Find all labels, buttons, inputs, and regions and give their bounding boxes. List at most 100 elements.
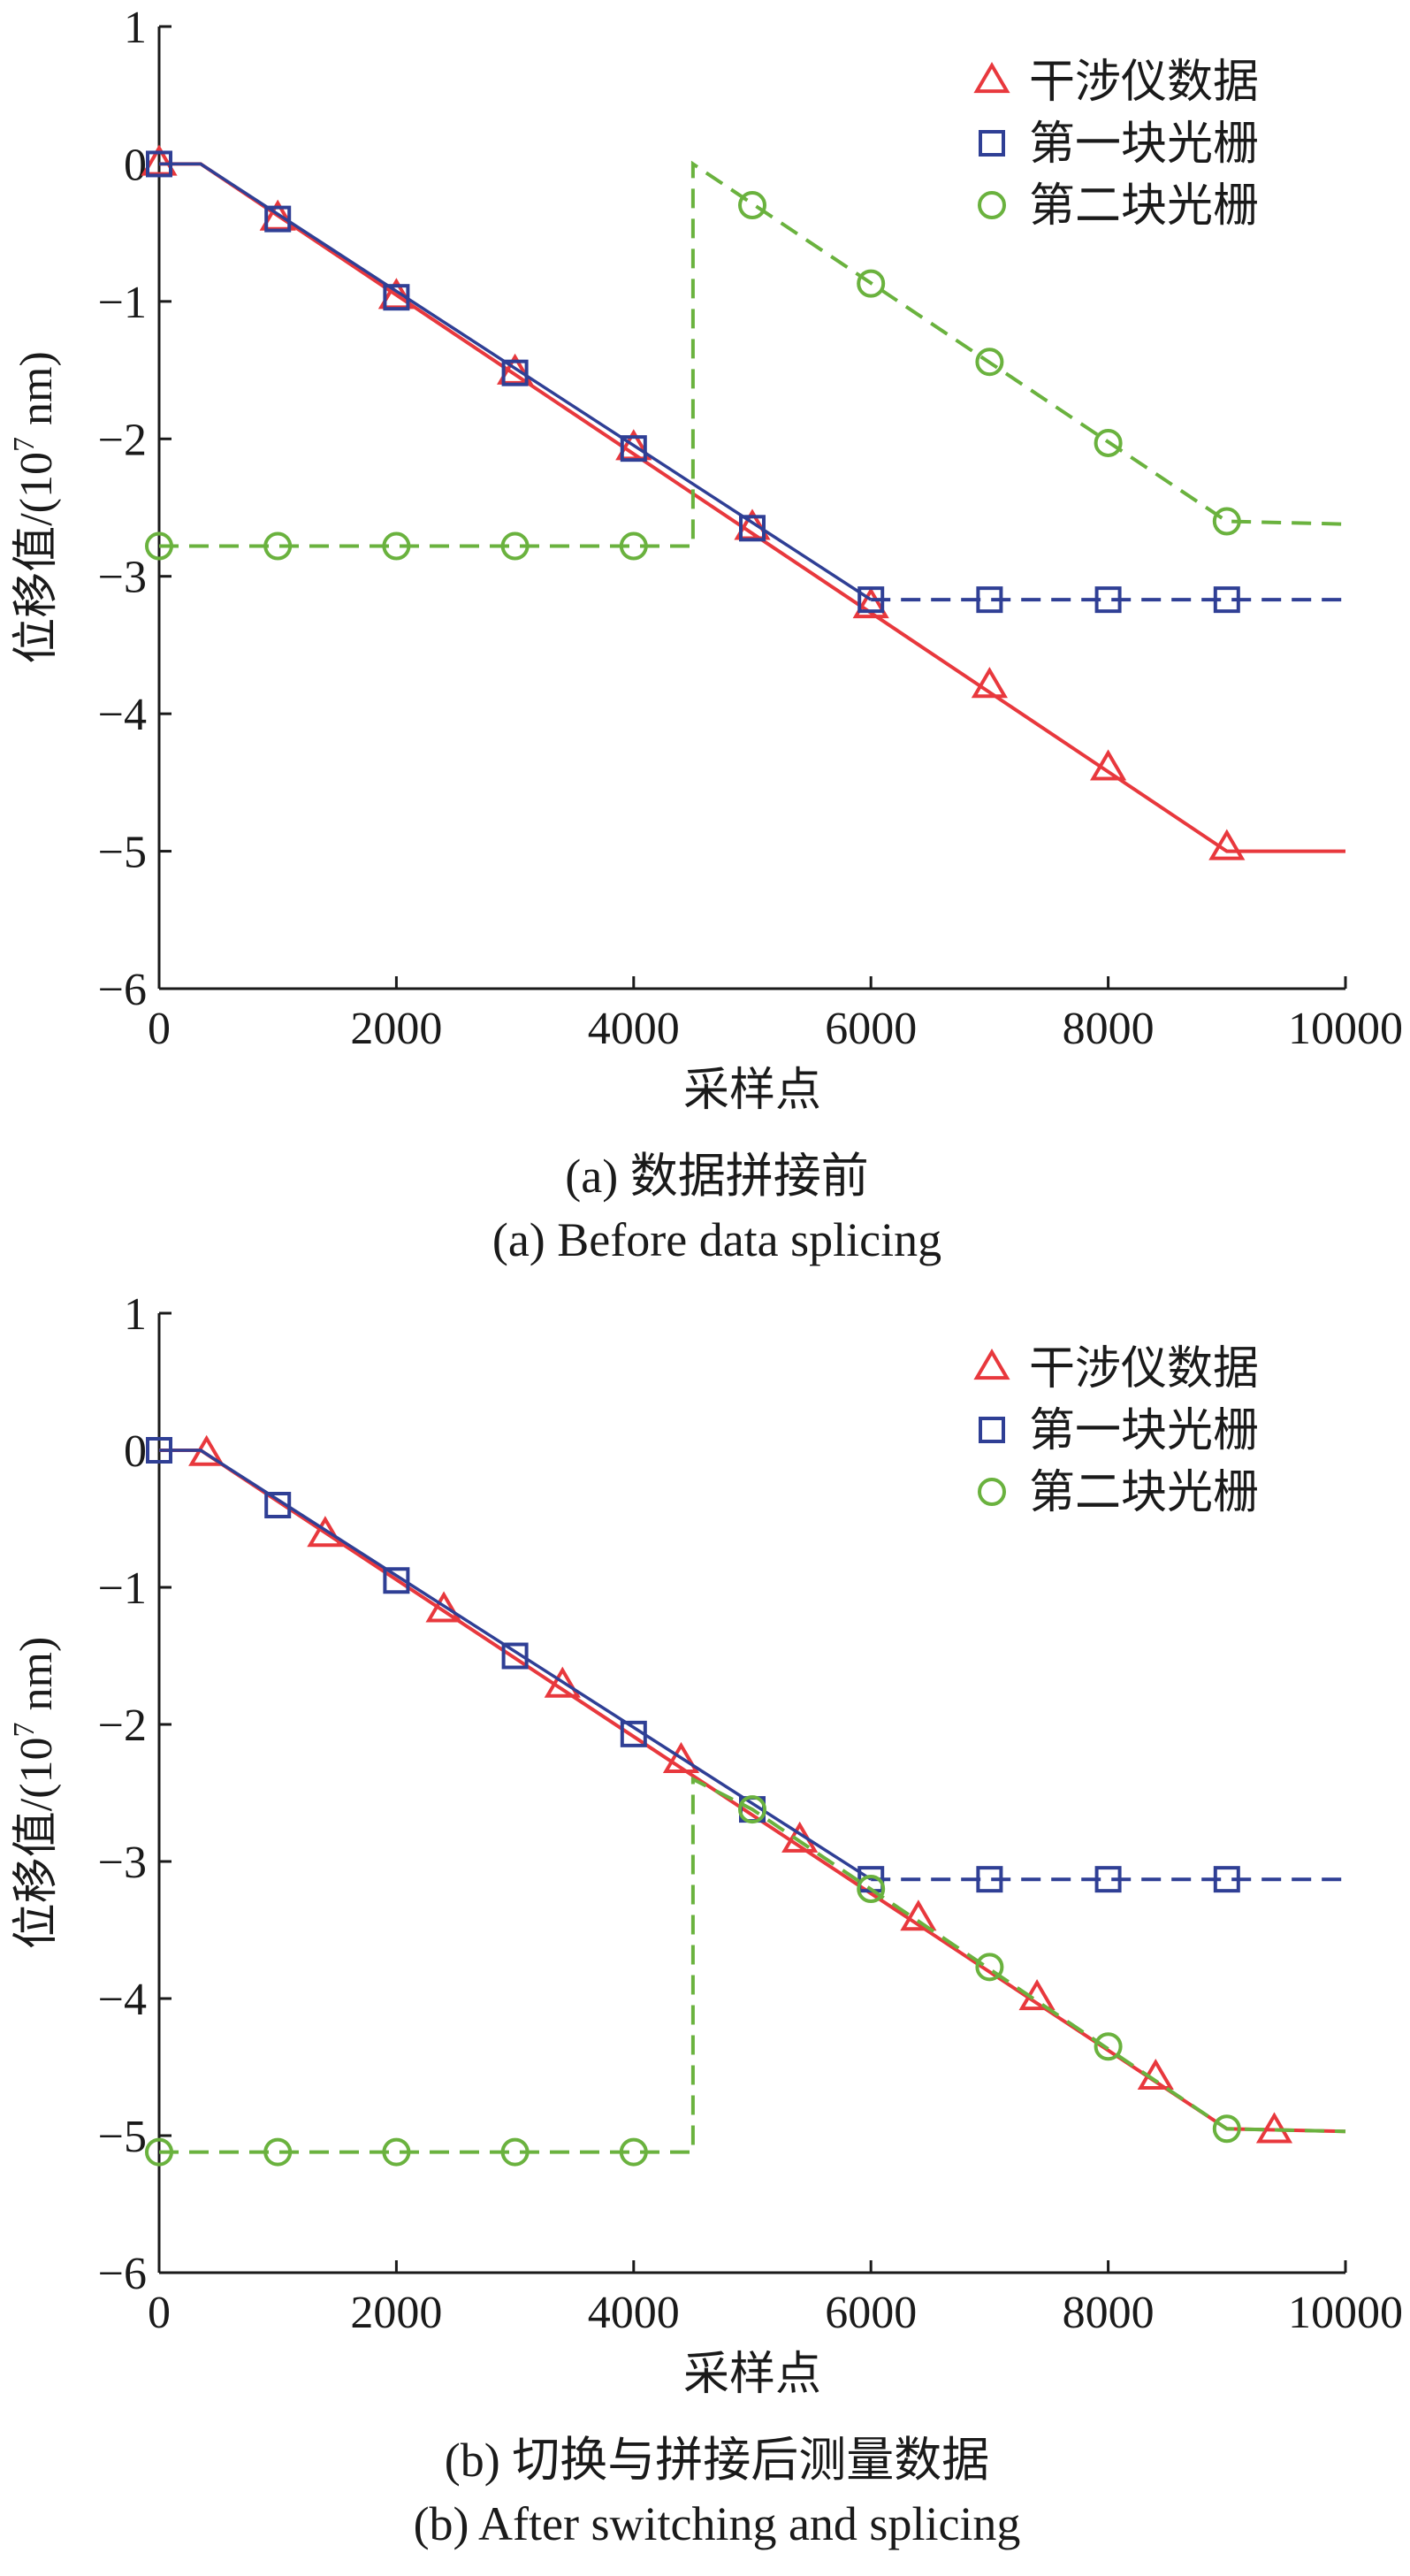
legend-label: 第二块光栅 <box>1029 181 1259 232</box>
y-tick-label: −1 <box>98 1563 147 1614</box>
data-point-square <box>264 205 292 233</box>
data-point-square <box>501 359 529 386</box>
series-line-interferometer <box>159 1449 1346 2134</box>
data-point-square <box>1094 1866 1122 1893</box>
data-point-triangle <box>852 586 889 619</box>
data-point-triangle <box>971 667 1008 699</box>
legend-label: 干涉仪数据 <box>1029 57 1259 108</box>
series-grating1 <box>146 1437 1345 1893</box>
series-line-grating2 <box>159 1776 1346 2154</box>
data-point-triangle <box>1090 749 1127 781</box>
x-tick-label: 10000 <box>1288 2288 1403 2338</box>
data-point-circle <box>263 531 293 561</box>
data-point-circle <box>500 2137 530 2167</box>
data-point-triangle <box>662 1741 700 1774</box>
data-point-circle <box>857 1875 886 1903</box>
data-point-circle <box>500 531 530 561</box>
legend-marker-triangle <box>973 1349 1010 1380</box>
y-axis-label-exponent: 7 <box>8 437 41 452</box>
caption-en: (a) Before data splicing <box>492 1213 941 1266</box>
data-point-square <box>739 515 766 542</box>
y-axis-label-main: 位移值/(10 <box>11 1738 62 1950</box>
data-point-circle <box>619 531 648 561</box>
series-grating2 <box>145 1776 1346 2167</box>
data-point-square <box>1213 586 1240 614</box>
legend-label: 第二块光栅 <box>1029 1468 1259 1518</box>
x-tick-label: 0 <box>148 1004 171 1054</box>
data-point-circle <box>1212 2114 1241 2144</box>
series-grating2 <box>145 160 1346 561</box>
y-tick-label: 1 <box>124 1289 147 1340</box>
data-point-square <box>1094 586 1122 614</box>
data-point-square <box>146 1437 172 1464</box>
y-axis-label-main: 位移值/(10 <box>11 452 62 664</box>
data-point-circle <box>619 2137 648 2167</box>
legend-label: 第一块光栅 <box>1029 119 1259 170</box>
data-point-square <box>1213 1866 1240 1893</box>
y-tick-label: 0 <box>124 140 147 190</box>
legend-marker-circle <box>978 1478 1006 1506</box>
data-point-circle <box>263 2137 293 2167</box>
series-line-grating2 <box>159 160 1346 548</box>
data-point-square <box>620 1720 647 1747</box>
legend-label: 干涉仪数据 <box>1029 1344 1259 1395</box>
data-point-square <box>383 1567 410 1594</box>
y-axis-label: 位移值/(107 nm) <box>8 1637 62 1950</box>
x-tick-label: 10000 <box>1288 1004 1403 1054</box>
series-interferometer <box>159 1434 1346 2144</box>
data-point-square <box>383 284 410 311</box>
y-tick-label: −1 <box>98 278 147 328</box>
y-tick-label: −4 <box>98 1975 147 2025</box>
data-point-triangle <box>425 1591 462 1623</box>
x-tick-label: 8000 <box>1063 2288 1155 2338</box>
x-tick-label: 0 <box>148 2288 171 2338</box>
x-axis-label: 采样点 <box>683 2350 821 2400</box>
data-point-circle <box>1094 2032 1123 2061</box>
series-line-interferometer <box>159 162 1345 853</box>
y-tick-label: −6 <box>98 2249 147 2299</box>
x-tick-label: 2000 <box>350 2288 442 2338</box>
caption-en: (b) After switching and splicing <box>414 2497 1021 2550</box>
data-point-triangle <box>900 1900 937 1931</box>
series-grating1 <box>146 150 1345 614</box>
series-line-grating1 <box>159 1449 873 1881</box>
x-tick-label: 2000 <box>350 1004 442 1054</box>
data-point-square <box>146 150 172 178</box>
x-axis-label: 采样点 <box>683 1066 821 1116</box>
caption-zh: (a) 数据拼接前 <box>565 1150 868 1203</box>
caption-zh: (b) 切换与拼接后测量数据 <box>445 2434 989 2487</box>
y-tick-label: −3 <box>98 553 147 603</box>
legend-marker-square <box>979 1417 1005 1443</box>
y-tick-label: −2 <box>98 415 147 465</box>
data-point-square <box>501 1642 529 1670</box>
y-tick-label: 1 <box>124 3 147 53</box>
data-point-circle <box>975 1953 1004 1982</box>
data-point-square <box>976 586 1003 614</box>
y-tick-label: 0 <box>124 1426 147 1477</box>
data-point-square <box>976 1866 1003 1893</box>
x-tick-label: 4000 <box>588 1004 680 1054</box>
data-point-square <box>857 586 885 614</box>
x-tick-label: 8000 <box>1063 1004 1155 1054</box>
data-point-circle <box>738 1795 766 1824</box>
x-tick-label: 6000 <box>825 1004 917 1054</box>
data-point-circle <box>145 531 173 561</box>
y-tick-label: −5 <box>98 2112 147 2162</box>
legend-marker-triangle <box>973 62 1010 94</box>
data-point-circle <box>145 2137 173 2167</box>
y-axis-label: 位移值/(107 nm) <box>8 351 62 664</box>
data-point-triangle <box>307 1516 344 1548</box>
y-axis-label-exponent: 7 <box>8 1723 41 1738</box>
series-line-grating1 <box>159 162 873 601</box>
data-point-triangle <box>1208 829 1246 860</box>
legend-marker-square <box>979 130 1005 157</box>
data-point-circle <box>857 269 886 298</box>
y-tick-label: −2 <box>98 1701 147 1751</box>
data-point-circle <box>975 348 1004 377</box>
x-tick-label: 6000 <box>825 2288 917 2338</box>
data-point-circle <box>382 531 411 561</box>
data-point-triangle <box>544 1666 581 1698</box>
